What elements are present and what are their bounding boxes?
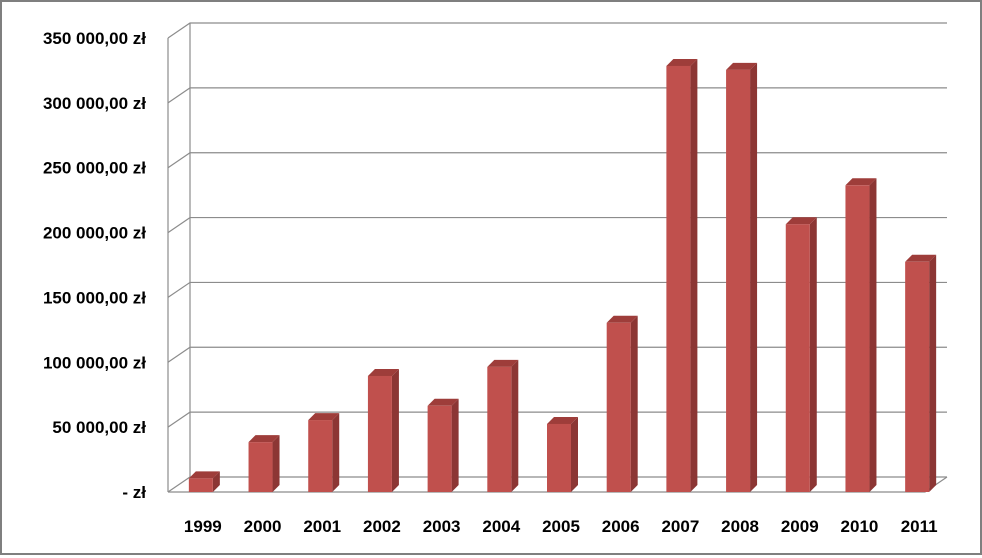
- bar-side: [332, 413, 340, 492]
- x-tick-label: 2008: [721, 517, 759, 536]
- gridline: [167, 152, 947, 169]
- bar: [308, 413, 340, 492]
- gridline: [167, 216, 947, 234]
- bar-front: [785, 224, 810, 493]
- bar-top: [905, 254, 937, 262]
- bar-front: [188, 478, 213, 492]
- y-tick-labels: - zł 50 000,00 zł 100 000,00 zł 150 000,00 …: [43, 29, 146, 502]
- bar-side: [272, 435, 280, 492]
- bar: [487, 359, 519, 492]
- bar-top: [367, 368, 399, 376]
- bar-side: [690, 58, 698, 492]
- y-tick-label: 200 000,00 zł: [43, 224, 146, 243]
- bar-top: [845, 178, 877, 186]
- bar-side: [511, 359, 519, 492]
- y-tick-label: 100 000,00 zł: [43, 353, 146, 372]
- x-tick-label: 2006: [602, 517, 640, 536]
- gridline: [167, 87, 947, 104]
- bar: [666, 58, 698, 492]
- bar-top: [785, 217, 817, 225]
- x-tick-label: 2011: [901, 517, 938, 536]
- bar-top: [547, 416, 578, 424]
- bar-side: [571, 416, 578, 492]
- x-tick-label: 1999: [184, 517, 222, 536]
- gridlines: [167, 22, 948, 493]
- bar: [427, 398, 459, 492]
- bar-front: [726, 69, 751, 492]
- bar-top: [308, 413, 340, 421]
- x-tick-label: 2005: [542, 517, 580, 536]
- bar-side: [630, 315, 638, 492]
- x-tick-label: 2000: [244, 517, 282, 536]
- x-tick-label: 2010: [841, 517, 879, 536]
- x-tick-labels: 1999 2000 2001 2002 2003 2004 2005 2006 2007 2008…: [184, 517, 938, 536]
- bar: [547, 416, 578, 492]
- y-tick-label: - zł: [122, 483, 146, 502]
- bar-top: [427, 398, 459, 406]
- y-tick-label: 350 000,00 zł: [43, 29, 146, 48]
- bars: [188, 58, 937, 493]
- bar-top: [487, 359, 519, 367]
- x-tick-label: 2003: [423, 517, 461, 536]
- x-tick-label: 2002: [363, 517, 401, 536]
- bar-front: [845, 185, 870, 492]
- bar: [188, 471, 220, 492]
- gridline: [167, 346, 947, 363]
- y-tick-label: 50 000,00 zł: [52, 418, 146, 437]
- bar-top: [188, 471, 220, 479]
- bar-side: [451, 398, 459, 492]
- bar: [367, 368, 399, 492]
- y-tick-label: 150 000,00 zł: [43, 288, 146, 307]
- bar-side: [809, 217, 817, 493]
- x-tick-label: 2001: [303, 517, 341, 536]
- bar: [606, 315, 638, 492]
- bar-front: [367, 375, 392, 492]
- bar-front: [427, 405, 452, 492]
- y-tick-label: 300 000,00 zł: [43, 94, 146, 113]
- bar: [248, 435, 280, 492]
- bar-side: [212, 471, 220, 492]
- y-tick-label: 250 000,00 zł: [43, 159, 146, 178]
- bar-top: [606, 315, 638, 323]
- bar-side: [391, 368, 399, 492]
- bar-top: [726, 62, 758, 70]
- x-tick-label: 2009: [781, 517, 819, 536]
- bar-front: [606, 322, 631, 492]
- bar-side: [750, 62, 758, 492]
- bar-front: [308, 420, 333, 492]
- x-tick-label: 2007: [661, 517, 699, 536]
- x-tick-label: 2004: [482, 517, 520, 536]
- gridline: [167, 281, 947, 298]
- bar-front: [666, 65, 691, 492]
- bar-side: [869, 178, 877, 492]
- bar-top: [666, 58, 698, 66]
- bar-front: [248, 442, 273, 492]
- gridline: [167, 22, 947, 39]
- bar: [845, 178, 877, 492]
- bar: [726, 62, 758, 492]
- bar: [785, 217, 817, 493]
- bar: [905, 254, 937, 492]
- bar-front: [487, 366, 512, 492]
- bar-top: [248, 435, 280, 443]
- bar-front: [905, 261, 930, 492]
- bar-front: [547, 423, 571, 492]
- bar-side: [929, 254, 937, 492]
